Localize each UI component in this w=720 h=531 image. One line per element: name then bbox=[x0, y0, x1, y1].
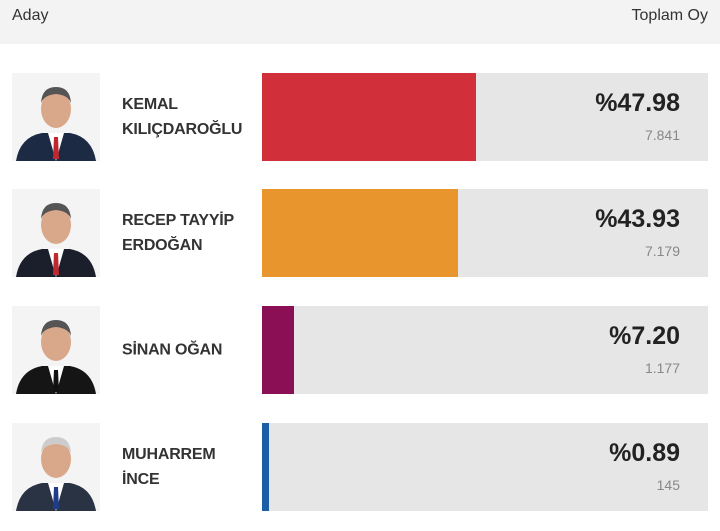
portrait bbox=[12, 423, 100, 511]
vote-count: 7.179 bbox=[644, 243, 680, 259]
bar bbox=[262, 306, 295, 394]
percentage-label: %47.98 bbox=[595, 89, 680, 117]
candidate-row: MUHARREM İNCE %0.89 145 bbox=[0, 423, 720, 511]
vote-count: 145 bbox=[656, 477, 680, 493]
bar-track: %0.89 145 bbox=[262, 423, 708, 511]
candidate-row: SİNAN OĞAN %7.20 1.177 bbox=[0, 306, 720, 394]
category-header: Aday bbox=[12, 7, 49, 24]
portrait bbox=[12, 306, 100, 394]
vote-count: 1.177 bbox=[644, 360, 680, 376]
candidate-name: KEMAL KILIÇDAROĞLU bbox=[122, 96, 243, 138]
value-header: Toplam Oy bbox=[631, 7, 708, 24]
candidate-photo bbox=[12, 73, 100, 161]
bar bbox=[262, 73, 476, 161]
percentage-label: %43.93 bbox=[595, 205, 680, 233]
vote-count: 7.841 bbox=[644, 127, 680, 143]
bar bbox=[262, 189, 458, 277]
candidate-photo bbox=[12, 423, 100, 511]
candidate-name: RECEP TAYYİP ERDOĞAN bbox=[122, 212, 234, 254]
bar bbox=[262, 423, 269, 511]
candidate-name: SİNAN OĞAN bbox=[122, 341, 223, 359]
percentage-label: %0.89 bbox=[609, 439, 680, 467]
bar-track: %43.93 7.179 bbox=[262, 189, 708, 277]
candidate-photo bbox=[12, 189, 100, 277]
candidate-row: RECEP TAYYİP ERDOĞAN %43.93 7.179 bbox=[0, 189, 720, 277]
percentage-label: %7.20 bbox=[609, 322, 680, 350]
bar-track: %47.98 7.841 bbox=[262, 73, 708, 161]
portrait bbox=[12, 73, 100, 161]
bar-track: %7.20 1.177 bbox=[262, 306, 708, 394]
portrait bbox=[12, 189, 100, 277]
header: Aday Toplam Oy bbox=[0, 0, 720, 44]
candidate-name: MUHARREM İNCE bbox=[122, 446, 216, 488]
candidate-row: KEMAL KILIÇDAROĞLU %47.98 7.841 bbox=[0, 73, 720, 161]
candidate-photo bbox=[12, 306, 100, 394]
